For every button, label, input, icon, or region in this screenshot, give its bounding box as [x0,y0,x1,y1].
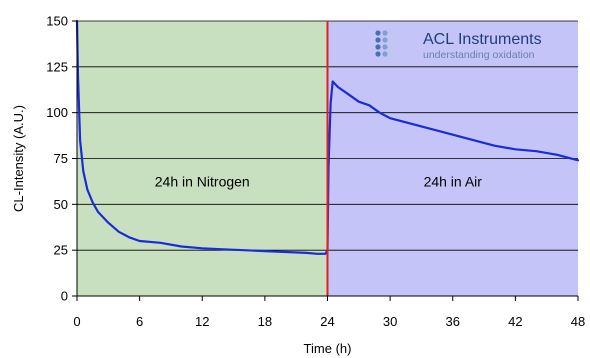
y-tick-label: 100 [46,105,68,120]
x-tick-label: 48 [571,314,585,329]
y-tick-label: 25 [54,243,68,258]
logo-dot [382,44,388,50]
series-0-line [75,19,580,255]
logo-dot [389,30,395,36]
region-1-label: 24h in Air [424,174,483,190]
logo-subtitle: understanding oxidation [423,49,535,61]
y-tick-label: 125 [46,59,68,74]
acl-logo: ACL Instruments understanding oxidation [375,30,542,61]
y-tick-label: 50 [54,197,68,212]
region-labels: 24h in Nitrogen 24h in Air [155,174,482,190]
logo-dot [382,51,388,57]
logo-dot [375,51,381,57]
x-tick-label: 24 [320,314,334,329]
x-tick-label: 12 [195,314,209,329]
logo-dot [382,37,388,43]
x-tick-label: 0 [73,314,80,329]
y-tick-label: 0 [61,289,68,304]
x-tick-label: 6 [136,314,143,329]
logo-dot [375,37,381,43]
logo-dots-icon [375,30,395,57]
x-tick-label: 36 [446,314,460,329]
region-0-label: 24h in Nitrogen [155,174,250,190]
y-tick-label: 150 [46,14,68,29]
logo-dot [389,44,395,50]
ticks-layer: 0 25 50 75 100 125 150 0 6 12 18 24 30 36 42 48 [46,14,585,330]
logo-dot [389,37,395,43]
logo-dot [375,44,381,50]
x-axis-label: Time (h) [304,341,352,356]
y-axis-label: CL-Intensity (A.U.) [11,105,26,212]
series-layer [75,19,580,255]
y-tick-label: 75 [54,151,68,166]
logo-dot [382,30,388,36]
logo-dot [389,51,395,57]
logo-title: ACL Instruments [423,31,542,48]
x-tick-label: 18 [258,314,272,329]
logo-dot [375,30,381,36]
x-tick-label: 42 [508,314,522,329]
x-tick-label: 30 [383,314,397,329]
